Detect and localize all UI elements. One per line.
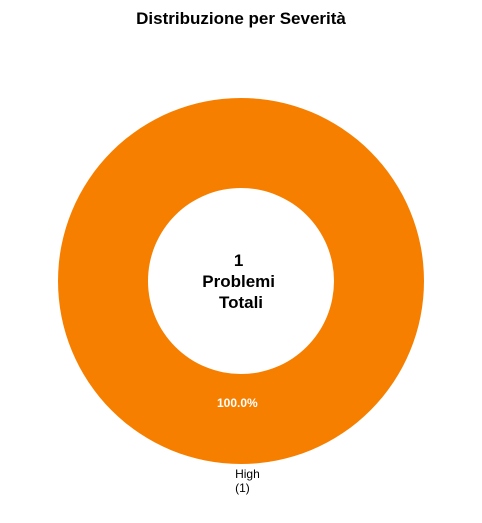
center-total-line-1: Problemi	[202, 272, 275, 291]
slice-percent-label: 100.0%	[217, 396, 258, 410]
center-total-line-2: Totali	[219, 293, 263, 312]
donut-hole	[148, 188, 334, 374]
center-total-count: 1	[234, 251, 243, 270]
chart-title: Distribuzione per Severità	[136, 9, 346, 28]
slice-category-count: (1)	[235, 481, 250, 495]
slice-category-name: High	[235, 467, 260, 481]
center-total-label: 1 Problemi Totali	[202, 251, 279, 312]
slice-labels: 100.0% High (1)	[217, 396, 260, 495]
slice-category-label: High (1)	[235, 467, 260, 495]
